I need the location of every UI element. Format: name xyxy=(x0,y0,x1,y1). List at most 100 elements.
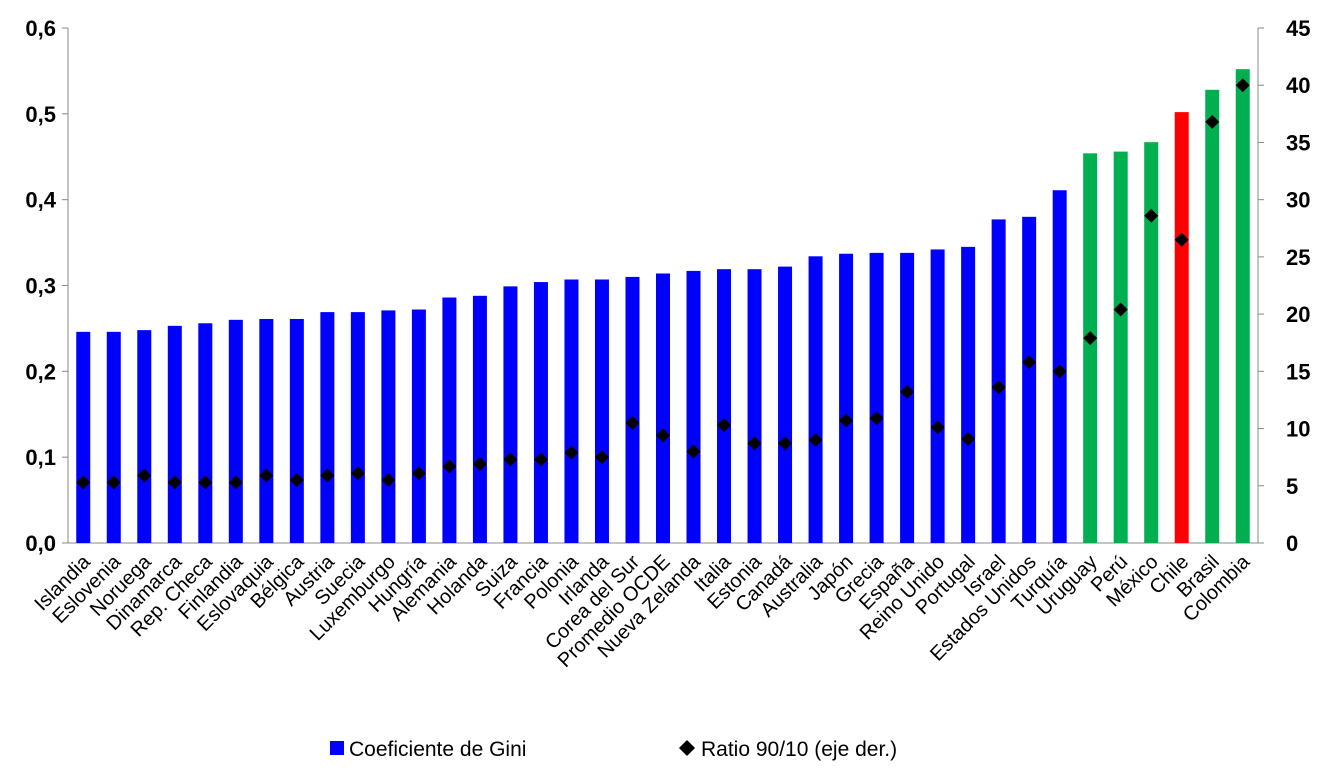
gini-bar xyxy=(1235,69,1250,543)
right-tick-label: 0 xyxy=(1286,531,1298,556)
gini-bar xyxy=(198,323,213,543)
ratio-marker xyxy=(320,468,335,483)
gini-bar xyxy=(656,273,670,543)
gini-bar xyxy=(747,269,762,543)
ratio-marker xyxy=(1205,114,1220,129)
gini-bar xyxy=(350,312,365,543)
gini-bar xyxy=(808,256,823,543)
ratio-marker xyxy=(747,436,762,451)
gini-bar xyxy=(625,276,640,543)
gini-bar xyxy=(1205,89,1220,544)
left-tick-label: 0,0 xyxy=(25,531,56,556)
gini-bar xyxy=(106,331,121,543)
ratio-marker xyxy=(289,473,304,488)
right-tick-label: 25 xyxy=(1286,245,1310,270)
right-tick-label: 5 xyxy=(1286,474,1298,499)
right-tick-label: 30 xyxy=(1286,188,1310,213)
gini-bar xyxy=(1113,151,1128,543)
gini-bar xyxy=(839,253,854,543)
gini-bar xyxy=(717,269,732,543)
markers-layer xyxy=(76,78,1250,490)
bars-layer xyxy=(76,69,1250,544)
ratio-marker xyxy=(167,475,182,490)
gini-bar xyxy=(442,297,457,543)
gini-bar xyxy=(1083,153,1098,544)
ratio-marker xyxy=(1174,232,1189,247)
gini-bar xyxy=(228,319,243,543)
gini-bar xyxy=(472,295,487,543)
right-tick-label: 45 xyxy=(1286,16,1310,41)
ratio-marker xyxy=(503,452,518,467)
gini-bar xyxy=(869,252,884,543)
ratio-marker xyxy=(656,428,670,443)
ratio-marker xyxy=(533,452,548,467)
gini-bar xyxy=(594,279,609,543)
gini-bar xyxy=(381,310,396,543)
ratio-marker xyxy=(1022,355,1037,370)
gini-bar xyxy=(1022,216,1037,544)
gini-bar xyxy=(1144,142,1159,544)
right-tick-label: 35 xyxy=(1286,130,1310,155)
ratio-marker xyxy=(1235,78,1250,93)
ratio-marker xyxy=(137,468,152,483)
ratio-marker xyxy=(991,380,1006,395)
gini-bar xyxy=(961,246,976,543)
ratio-marker xyxy=(625,415,640,430)
ratio-marker xyxy=(259,468,274,483)
axes-layer: 0,0 0,1 0,2 0,3 0,4 0,5 0,6 0 5 10 15 20 25 30 35 40 45 xyxy=(25,16,1310,556)
gini-bar xyxy=(533,282,548,543)
ratio-marker xyxy=(442,459,457,474)
ratio-marker xyxy=(106,475,121,490)
gini-bar xyxy=(76,331,91,543)
ratio-marker xyxy=(900,384,915,399)
gini-bar xyxy=(1174,112,1189,543)
gini-bar xyxy=(503,286,518,543)
ratio-marker xyxy=(350,466,365,481)
ratio-marker xyxy=(564,445,579,460)
ratio-marker xyxy=(808,433,823,447)
ratio-marker xyxy=(228,475,243,490)
gini-bar xyxy=(259,318,274,543)
gini-bar xyxy=(686,270,701,543)
ratio-marker xyxy=(594,450,609,465)
right-tick-label: 20 xyxy=(1286,302,1310,327)
gini-bar xyxy=(167,325,182,543)
gini-bar xyxy=(137,330,152,543)
gini-bar xyxy=(320,312,335,543)
legend-label-ratio: Ratio 90/10 (eje der.) xyxy=(701,738,897,761)
ratio-marker xyxy=(1144,208,1159,223)
gini-bar xyxy=(930,249,945,543)
gini-bar xyxy=(564,279,579,543)
ratio-marker xyxy=(411,466,426,481)
gini-bar xyxy=(411,309,426,543)
ratio-marker xyxy=(1052,364,1067,379)
ratio-marker xyxy=(76,475,91,490)
gini-bar xyxy=(289,318,304,543)
left-tick-label: 0,4 xyxy=(25,188,56,213)
left-tick-label: 0,1 xyxy=(25,445,56,470)
left-tick-label: 0,2 xyxy=(25,359,56,384)
right-tick-label: 15 xyxy=(1286,359,1310,384)
left-tick-label: 0,3 xyxy=(25,274,56,299)
legend-marker-ratio xyxy=(679,740,695,756)
ratio-marker xyxy=(869,411,884,426)
ratio-marker xyxy=(839,413,854,428)
ratio-marker xyxy=(1083,331,1098,346)
ratio-marker xyxy=(778,436,793,451)
ratio-marker xyxy=(198,475,213,490)
right-tick-label: 40 xyxy=(1286,73,1310,98)
legend: Coeficiente de Gini Ratio 90/10 (eje der… xyxy=(330,738,897,761)
right-tick-label: 10 xyxy=(1286,417,1310,442)
ratio-marker xyxy=(717,418,732,433)
ratio-marker xyxy=(1113,302,1128,317)
legend-label-gini: Coeficiente de Gini xyxy=(349,738,526,761)
ratio-marker xyxy=(381,473,396,488)
ratio-marker xyxy=(930,420,945,435)
left-tick-label: 0,5 xyxy=(25,102,56,127)
left-tick-label: 0,6 xyxy=(25,16,56,41)
ratio-marker xyxy=(472,457,487,472)
ratio-marker xyxy=(961,431,976,446)
